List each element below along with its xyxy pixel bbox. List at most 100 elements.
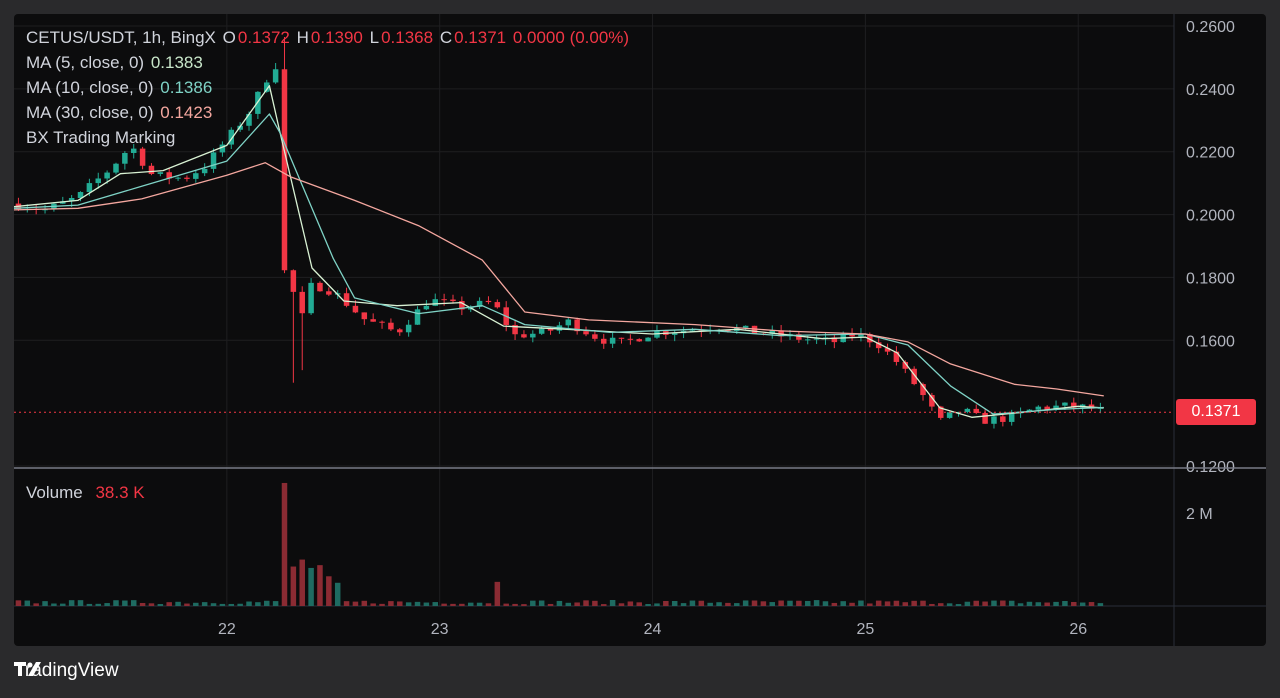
candle-body	[689, 330, 696, 332]
candle-body	[884, 348, 891, 352]
ma5-label: MA (5, close, 0)	[26, 53, 145, 72]
open-value: 0.1372	[237, 28, 290, 47]
volume-bar	[308, 567, 314, 606]
volume-bar	[264, 600, 270, 606]
ma30-legend[interactable]: MA (30, close, 0) 0.1423	[26, 103, 214, 123]
candle-body	[228, 129, 235, 145]
ma10-legend[interactable]: MA (10, close, 0) 0.1386	[26, 78, 214, 98]
candle-body	[166, 172, 172, 179]
volume-bar	[689, 600, 696, 606]
volume-bar	[157, 604, 164, 606]
candle-body	[813, 338, 820, 340]
volume-value: 38.3 K	[95, 483, 145, 502]
brand-footer[interactable]: TradingView	[14, 660, 119, 682]
volume-bar	[459, 603, 465, 606]
candle-body	[139, 148, 146, 166]
volume-bar	[317, 565, 323, 606]
candle-body	[751, 325, 758, 334]
candle-body	[272, 69, 279, 83]
candle-body	[955, 411, 962, 413]
volume-bar	[476, 602, 483, 606]
volume-legend[interactable]: Volume 38.3 K	[26, 483, 147, 503]
candle-body	[210, 152, 217, 169]
candle-body	[77, 192, 84, 198]
volume-bar	[1017, 603, 1024, 606]
volume-bar	[175, 601, 181, 606]
volume-bar	[334, 582, 341, 606]
candle-body	[796, 334, 802, 340]
candle-body	[627, 338, 634, 340]
candle-body	[299, 291, 305, 314]
candle-body	[343, 293, 350, 306]
volume-bar	[388, 601, 394, 606]
volume-bar	[831, 602, 838, 606]
candle-body	[95, 178, 101, 184]
volume-bar	[663, 600, 669, 606]
volume-bar	[86, 603, 93, 606]
volume-tick-label: 2 M	[1186, 506, 1213, 523]
candle-body	[946, 412, 953, 418]
volume-bar	[742, 600, 749, 606]
volume-bar	[467, 602, 474, 606]
candle-body	[583, 331, 589, 335]
candle-body	[929, 395, 935, 407]
volume-bar	[849, 602, 855, 606]
candle-body	[459, 301, 465, 310]
candle-body	[379, 321, 385, 323]
volume-bar	[104, 603, 110, 606]
ma5-legend[interactable]: MA (5, close, 0) 0.1383	[26, 53, 205, 73]
symbol-label: CETUS/USDT, 1h, BingX	[26, 28, 216, 47]
volume-bar	[272, 601, 279, 606]
volume-bar	[787, 600, 793, 606]
candle-body	[849, 333, 855, 337]
price-tick-label: 0.1800	[1186, 270, 1235, 287]
volume-label: Volume	[26, 483, 83, 502]
price-chart[interactable]: 0.26000.24000.22000.20000.18000.16000.12…	[14, 14, 1266, 646]
chart-frame: 0.2600 0.2400 0.2200 0.2000 0.1800 0.1600 0.12…	[14, 14, 1266, 646]
volume-bar	[538, 600, 545, 606]
candle-body	[920, 384, 926, 396]
candle-body	[778, 330, 784, 337]
volume-bar	[130, 600, 137, 606]
candle-body	[476, 300, 483, 307]
volume-bar	[1000, 600, 1006, 606]
candle-body	[246, 113, 252, 126]
candle-body	[281, 69, 288, 271]
candle-body	[361, 312, 368, 320]
candle-body	[875, 342, 882, 349]
price-tick-label: 0.2200	[1186, 145, 1235, 162]
candle-body	[742, 325, 749, 328]
candle-body	[769, 330, 776, 334]
candle-body	[964, 408, 971, 412]
volume-bar	[707, 602, 713, 606]
volume-bar	[432, 602, 439, 606]
candle-body	[450, 299, 456, 302]
volume-bar	[24, 600, 31, 606]
volume-bar	[228, 603, 235, 606]
volume-bar	[627, 601, 634, 606]
volume-bar	[796, 600, 802, 606]
candle-body	[264, 82, 270, 92]
candle-body	[184, 177, 190, 179]
volume-bar	[1035, 602, 1042, 606]
candle-body	[893, 351, 900, 362]
volume-bar	[423, 602, 430, 606]
volume-bar	[290, 566, 297, 606]
time-tick-label: 22	[218, 621, 236, 638]
volume-bar	[60, 603, 66, 606]
candle-body	[113, 163, 119, 173]
candle-body	[68, 197, 75, 202]
volume-bar	[530, 600, 536, 606]
candle-body	[405, 324, 412, 333]
candle-body	[645, 337, 651, 342]
time-tick-label: 23	[431, 621, 449, 638]
candle-body	[370, 319, 376, 322]
high-value: 0.1390	[310, 28, 363, 47]
volume-bar	[938, 603, 944, 606]
volume-bar	[343, 601, 350, 606]
volume-bar	[503, 603, 509, 606]
high-label: H	[296, 28, 309, 47]
volume-bar	[654, 603, 660, 606]
bx-marking-legend[interactable]: BX Trading Marking	[26, 128, 177, 148]
volume-bar	[15, 600, 22, 606]
